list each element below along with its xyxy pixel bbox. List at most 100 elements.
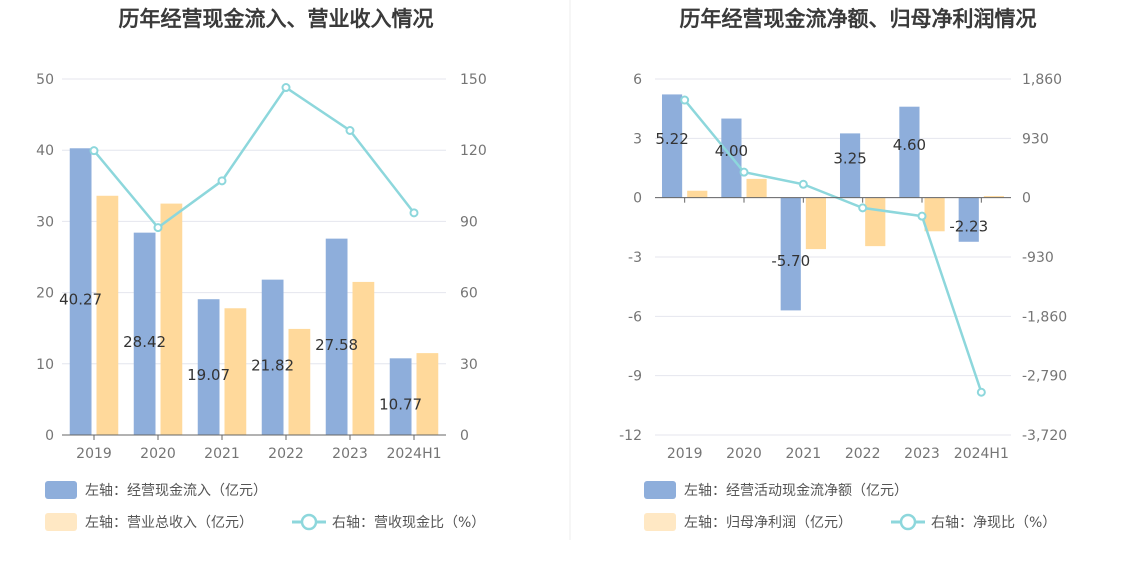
bar-secondary [805, 197, 827, 250]
ratio-point [858, 203, 868, 213]
bar-value-label: 40.27 [59, 291, 102, 309]
bar-value-label: 10.77 [379, 396, 422, 414]
x-tick-label: 2022 [268, 446, 304, 462]
legend: 左轴：经营现金流入（亿元） 左轴：营业总收入（亿元） 右轴：营收现金比（%） [45, 481, 485, 531]
bar-value-label: 27.58 [315, 336, 358, 354]
ratio-point [153, 223, 163, 233]
y-right-tick-label: 0 [1022, 191, 1031, 207]
bar-value-label: 19.07 [187, 366, 230, 384]
chart-left: 历年经营现金流入、营业收入情况 40.27 28.42 19.07 21.82 27.5… [36, 7, 487, 531]
bar-value-label: 4.60 [893, 136, 926, 154]
x-tick-label: 2020 [140, 446, 176, 462]
bar-primary [899, 106, 920, 198]
ratio-point [89, 146, 99, 156]
bar-secondary [96, 195, 119, 435]
y-right-tick-label: 0 [460, 428, 469, 444]
x-tick-label: 2023 [332, 446, 368, 462]
legend-label: 左轴：经营活动现金流净额（亿元） [684, 483, 908, 499]
bar-primary [325, 238, 348, 435]
bar-primary [389, 358, 412, 435]
y-right-tick-label: 150 [460, 72, 487, 88]
x-tick-label: 2020 [726, 446, 762, 462]
legend-marker [899, 513, 917, 531]
ratio-point [217, 176, 227, 186]
bar-primary [133, 232, 156, 435]
bar-value-label: 4.00 [715, 142, 748, 160]
y-right-tick-label: 930 [1022, 131, 1049, 147]
bar-secondary [288, 328, 311, 435]
bar-secondary [924, 197, 945, 232]
bar-value-label: -2.23 [949, 218, 988, 236]
legend-label: 右轴：营收现金比（%） [332, 515, 485, 531]
legend-swatch [45, 513, 77, 531]
chart-right: 历年经营现金流净额、归母净利润情况 5.224.00-5.703.254.60-… [619, 7, 1067, 531]
legend-label: 左轴：归母净利润（亿元） [684, 514, 852, 531]
y-left-tick-label: 10 [36, 357, 54, 373]
y-right-tick-label: -3,720 [1022, 428, 1067, 444]
y-left-tick-label: 3 [633, 131, 642, 147]
bar-primary [261, 279, 284, 435]
x-tick-label: 2022 [845, 446, 881, 462]
bar-secondary [983, 196, 1005, 198]
y-left-tick-label: 50 [36, 72, 54, 88]
bar-primary [661, 94, 683, 198]
ratio-line [683, 99, 983, 393]
ratio-point [976, 387, 986, 397]
y-left-tick-label: 30 [36, 214, 54, 230]
legend-item-net-profit[interactable]: 左轴：归母净利润（亿元） [644, 513, 852, 531]
legend-swatch [644, 513, 676, 531]
x-tick-label: 2023 [904, 446, 940, 462]
ratio-point [281, 83, 291, 93]
bar-secondary [352, 281, 375, 435]
legend-swatch [45, 481, 77, 499]
bar-series [69, 148, 439, 436]
x-tick-label: 2024H1 [386, 446, 441, 462]
chart-title: 历年经营现金流净额、归母净利润情况 [680, 7, 1037, 31]
y-right-tick-label: 60 [460, 286, 478, 302]
bar-primary [839, 133, 861, 198]
legend-label: 右轴：净现比（%） [931, 515, 1056, 531]
axes: -12 -3,720 -9 -2,790 -6 -1,860 -3 -930 0 0 3 930 6 1,… [619, 72, 1067, 462]
ratio-point [680, 95, 690, 105]
bar-secondary [746, 178, 767, 198]
data-labels: 5.22 4.00 -5.70 3.25 4.60 -2.23 [655, 130, 988, 270]
ratio-point [798, 179, 808, 189]
y-right-tick-label: 90 [460, 214, 478, 230]
bar-value-label: 3.25 [833, 150, 866, 168]
legend-item-net-cash-ratio[interactable]: 右轴：净现比（%） [891, 513, 1056, 531]
bar-secondary [224, 308, 247, 435]
legend-label: 左轴：营业总收入（亿元） [85, 515, 253, 531]
grid-lines [655, 78, 1011, 436]
x-tick-label: 2019 [667, 446, 703, 462]
x-tick-label: 2024H1 [954, 446, 1009, 462]
legend-swatch [644, 481, 676, 499]
line-series [89, 83, 419, 233]
y-left-tick-label: -9 [628, 369, 642, 385]
bar-secondary [416, 353, 439, 435]
x-tick-label: 2021 [204, 446, 240, 462]
bar-secondary [687, 190, 708, 198]
line-series [680, 95, 986, 397]
y-left-tick-label: -6 [628, 309, 642, 325]
legend-item-revenue[interactable]: 左轴：营业总收入（亿元） [45, 513, 253, 531]
legend-item-cash-inflow[interactable]: 左轴：经营现金流入（亿元） [45, 481, 267, 499]
y-right-tick-label: -1,860 [1022, 309, 1067, 325]
y-left-tick-label: 0 [633, 191, 642, 207]
chart-title: 历年经营现金流入、营业收入情况 [119, 7, 434, 31]
y-right-tick-label: -930 [1022, 250, 1054, 266]
y-left-tick-label: -3 [628, 250, 642, 266]
ratio-point [345, 126, 355, 136]
y-left-tick-label: 6 [633, 72, 642, 88]
y-right-tick-label: 1,860 [1022, 72, 1062, 88]
y-right-tick-label: 30 [460, 357, 478, 373]
legend-item-cash-ratio[interactable]: 右轴：营收现金比（%） [292, 513, 485, 531]
bar-primary [780, 197, 801, 311]
legend-item-net-cash-flow[interactable]: 左轴：经营活动现金流净额（亿元） [644, 481, 908, 499]
y-left-tick-label: 20 [36, 286, 54, 302]
bar-value-label: 5.22 [655, 130, 688, 148]
legend: 左轴：经营活动现金流净额（亿元） 左轴：归母净利润（亿元） 右轴：净现比（%） [644, 481, 1056, 531]
y-left-tick-label: -12 [619, 428, 642, 444]
bar-primary [69, 148, 92, 436]
y-left-tick-label: 0 [45, 428, 54, 444]
